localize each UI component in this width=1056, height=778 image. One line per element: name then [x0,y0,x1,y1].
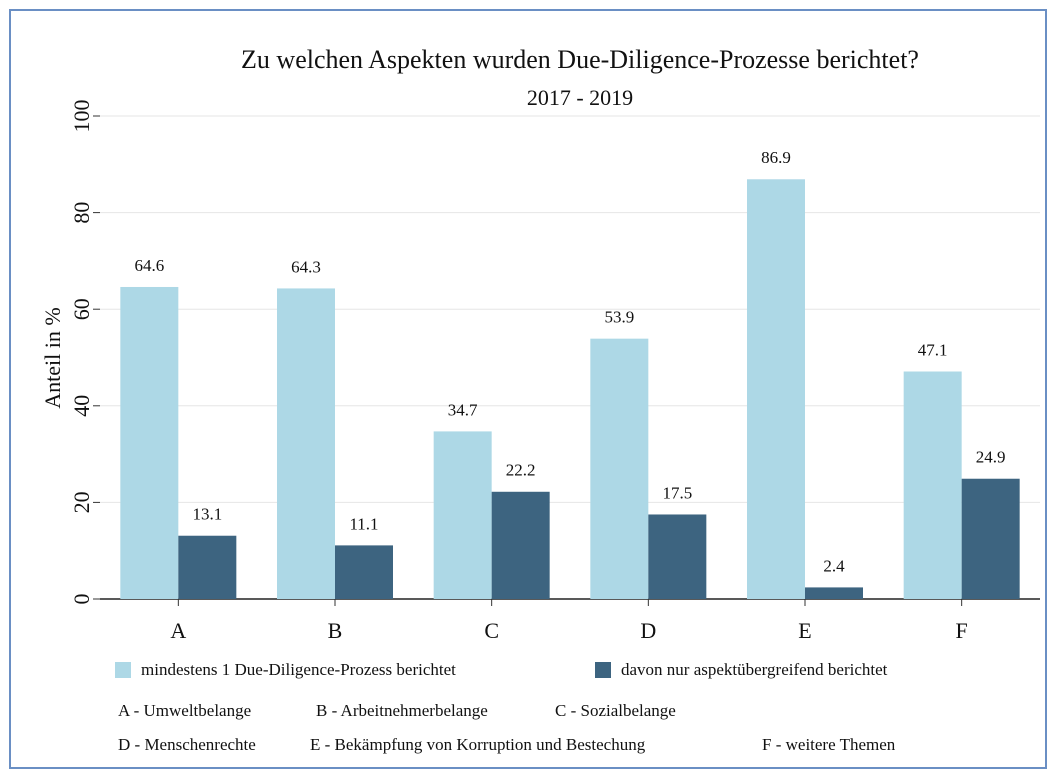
y-tick-label: 40 [69,395,94,417]
frame [9,9,1047,769]
x-tick-label: F [956,618,968,643]
x-tick-label: A [170,618,186,643]
bar [491,491,550,599]
x-tick-label: C [484,618,499,643]
legend-swatch [115,662,131,678]
x-tick-label: B [328,618,343,643]
bar [335,545,393,599]
y-tick-label: 20 [69,491,94,513]
bar [178,535,237,599]
value-label: 34.7 [448,400,478,419]
bar [120,286,179,599]
chart-title: Zu welchen Aspekten wurden Due-Diligence… [241,45,919,74]
y-axis-label: Anteil in % [40,307,65,408]
note: C - Sozialbelange [555,701,676,720]
bar [961,478,1020,599]
value-label: 53.9 [604,308,634,327]
value-label: 11.1 [349,514,378,533]
value-label: 64.6 [134,256,164,275]
x-tick-label: E [798,618,811,643]
bar [433,431,492,599]
value-label: 47.1 [918,340,948,359]
value-label: 2.4 [823,556,845,575]
x-tick-label: D [640,618,656,643]
bar [747,179,805,599]
legend-label: mindestens 1 Due-Diligence-Prozess beric… [141,660,456,679]
note: B - Arbeitnehmerbelange [316,701,488,720]
value-label: 64.3 [291,257,321,276]
y-tick-label: 100 [69,100,94,133]
note: A - Umweltbelange [118,701,251,720]
legend-swatch [595,662,611,678]
bar [277,288,335,599]
bar [805,587,863,599]
bar [903,371,962,599]
value-label: 86.9 [761,148,791,167]
y-tick-label: 60 [69,298,94,320]
chart-subtitle: 2017 - 2019 [527,85,633,110]
value-label: 24.9 [976,448,1006,467]
bar [590,338,649,599]
value-label: 13.1 [192,505,222,524]
value-label: 17.5 [662,483,692,502]
note: D - Menschenrechte [118,735,256,754]
y-tick-label: 80 [69,202,94,224]
bar [648,514,707,599]
y-tick-label: 0 [69,594,94,605]
note: E - Bekämpfung von Korruption und Bestec… [310,735,646,754]
value-label: 22.2 [506,461,536,480]
legend-label: davon nur aspektübergreifend berichtet [621,660,888,679]
note: F - weitere Themen [762,735,896,754]
